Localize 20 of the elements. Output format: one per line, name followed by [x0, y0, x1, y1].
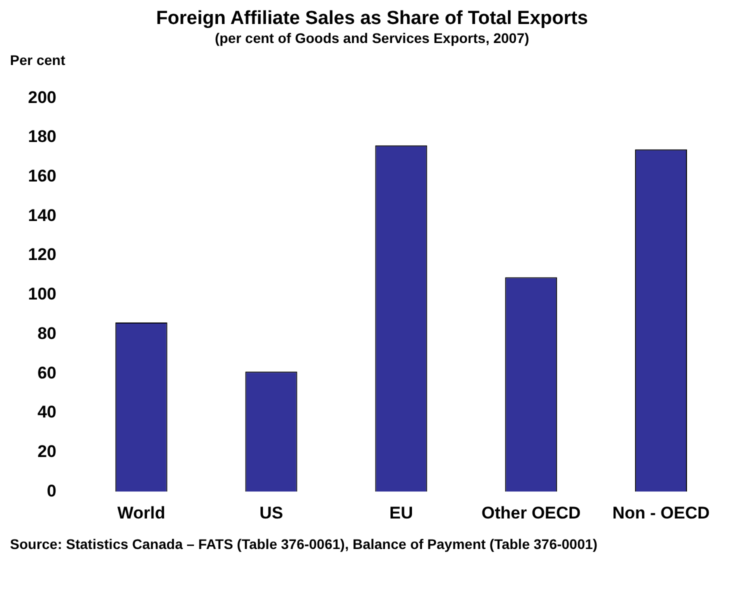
y-tick-label: 0	[46, 481, 56, 500]
y-tick-label: 20	[37, 442, 56, 461]
y-axis-title: Per cent	[10, 52, 66, 68]
y-tick-label: 80	[37, 324, 56, 343]
y-tick-label: 120	[28, 245, 56, 264]
x-tick-label: Other OECD	[482, 503, 581, 522]
chart-subtitle: (per cent of Goods and Services Exports, 2007)	[214, 30, 530, 46]
y-tick-label: 100	[28, 284, 56, 304]
y-tick-label: 60	[37, 363, 56, 382]
source-note: Source: Statistics Canada – FATS (Table 376-0061), Balance of Payment (Table 376-0001)	[10, 536, 598, 552]
x-tick-label: Non - OECD	[612, 503, 710, 522]
x-tick-label: EU	[389, 503, 413, 522]
y-tick-label: 200	[28, 88, 56, 107]
x-tick-label: World	[117, 503, 166, 522]
x-tick-label: US	[259, 503, 284, 522]
y-tick-label: 40	[37, 402, 56, 422]
y-tick-label: 140	[28, 206, 56, 225]
y-tick-label: 160	[28, 166, 56, 186]
chart-title: Foreign Affiliate Sales as Share of Total Exports	[155, 8, 589, 30]
y-tick-label: 180	[28, 127, 56, 146]
